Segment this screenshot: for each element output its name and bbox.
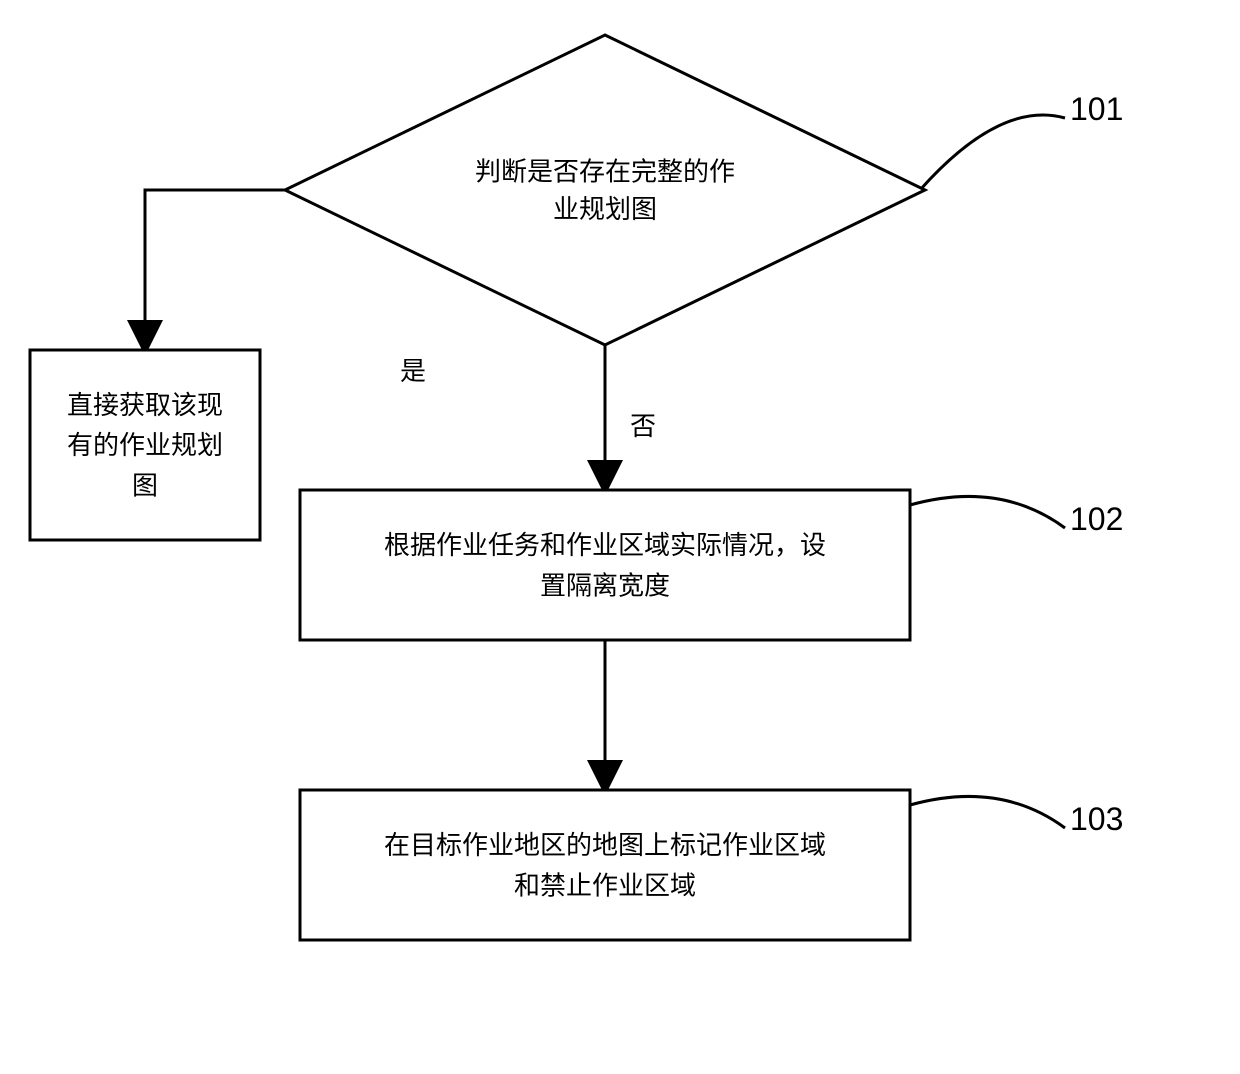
node-text: 直接获取该现 <box>67 390 223 420</box>
flowchart-diagram: 判断是否存在完整的作业规划图101直接获取该现有的作业规划图根据作业任务和作业区… <box>0 0 1240 1074</box>
node-label: 101 <box>1070 91 1123 127</box>
node-text: 判断是否存在完整的作 <box>475 156 735 186</box>
node-process2: 在目标作业地区的地图上标记作业区域和禁止作业区域 103 <box>300 790 1123 940</box>
node-decision: 判断是否存在完整的作业规划图 101 <box>285 35 1123 345</box>
edge <box>145 190 285 350</box>
node-label: 102 <box>1070 501 1123 537</box>
node-text: 置隔离宽度 <box>540 570 670 600</box>
node-text: 有的作业规划 <box>67 430 223 460</box>
node-text: 业规划图 <box>553 194 657 224</box>
node-process1: 根据作业任务和作业区域实际情况，设置隔离宽度 102 <box>300 490 1123 640</box>
node-text: 图 <box>132 470 158 500</box>
node-text: 根据作业任务和作业区域实际情况，设 <box>384 530 826 560</box>
node-text: 和禁止作业区域 <box>514 870 696 900</box>
callout-line <box>910 796 1065 828</box>
callout-line <box>920 115 1065 190</box>
node-label: 103 <box>1070 801 1123 837</box>
edge-label: 是 <box>400 356 426 386</box>
node-terminal: 直接获取该现有的作业规划图 <box>30 350 260 540</box>
callout-line <box>910 496 1065 528</box>
edge-label: 否 <box>630 411 656 441</box>
node-text: 在目标作业地区的地图上标记作业区域 <box>384 830 826 860</box>
